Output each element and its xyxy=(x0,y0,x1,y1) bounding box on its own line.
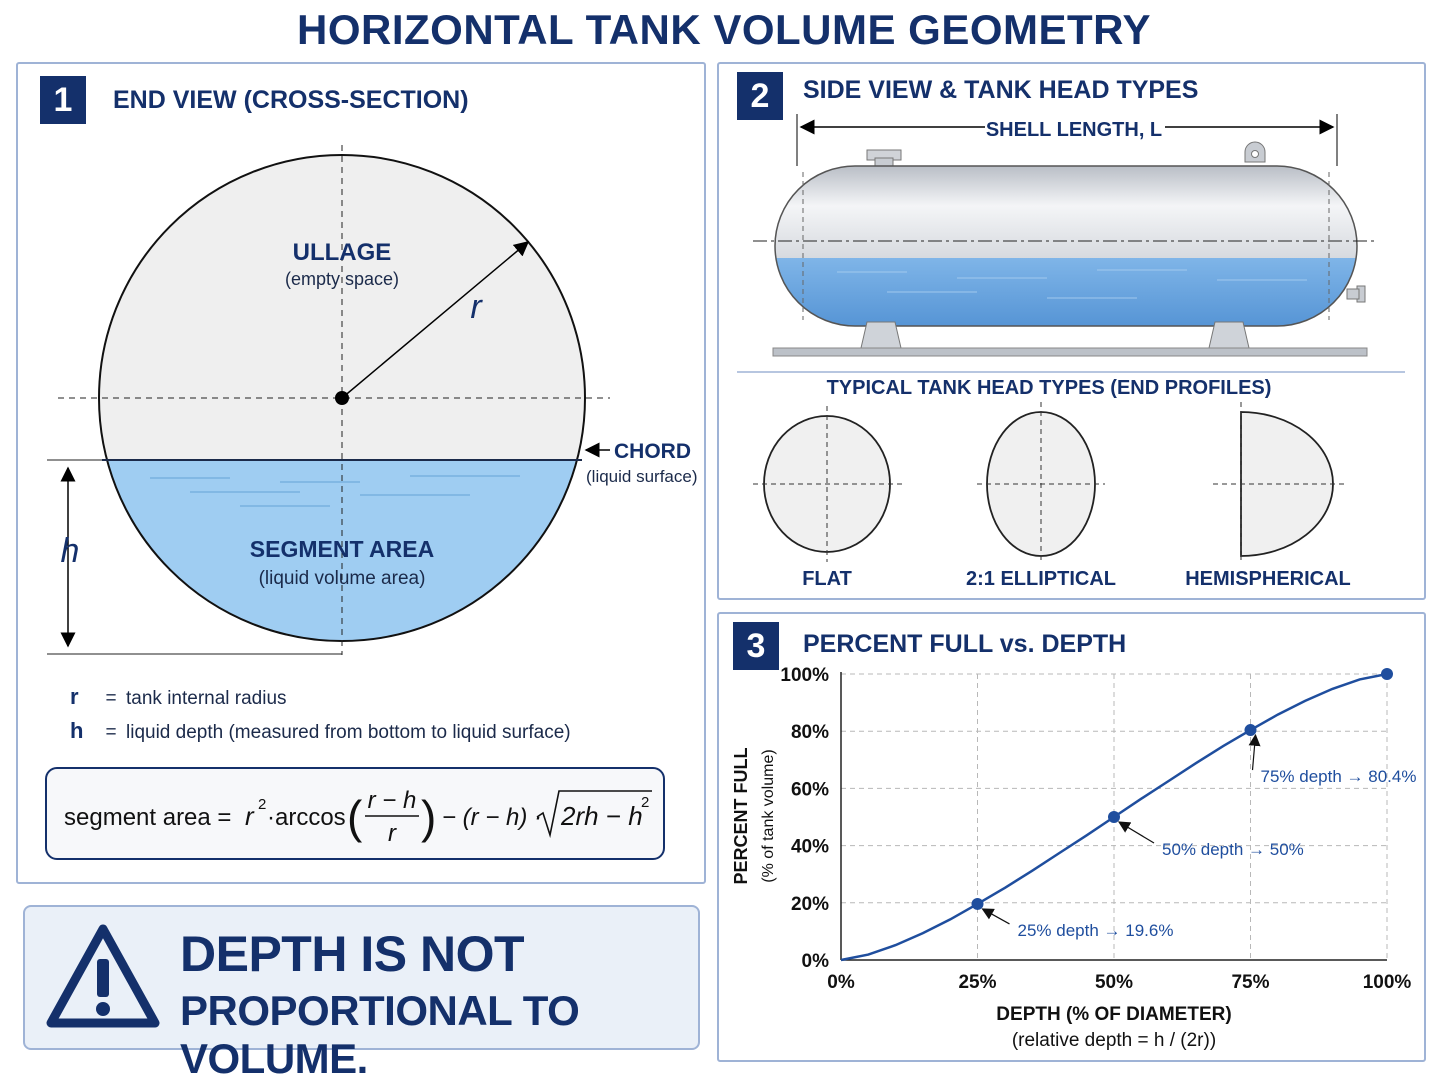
panel-title: PERCENT FULL vs. DEPTH xyxy=(803,630,1127,658)
legend-depth: h = liquid depth (measured from bottom to … xyxy=(70,718,571,744)
head-label-hemispherical: HEMISPHERICAL xyxy=(1185,568,1351,590)
segment-label: SEGMENT AREA xyxy=(250,536,434,562)
formula-numerator: r − h xyxy=(368,787,417,814)
ullage-label: ULLAGE xyxy=(293,239,392,266)
legend-text: tank internal radius xyxy=(126,688,287,709)
formula-denominator: r xyxy=(388,820,397,847)
legend-symbol: h xyxy=(70,718,84,743)
y-axis-sublabel: (% of tank volume) xyxy=(760,749,777,882)
data-point xyxy=(971,897,984,910)
data-point xyxy=(1244,724,1257,737)
warning-icon xyxy=(46,924,160,1028)
formula-sqrt-sup: 2 xyxy=(641,794,649,811)
legend-radius: r = tank internal radius xyxy=(70,684,287,710)
head-types-title: TYPICAL TANK HEAD TYPES (END PROFILES) xyxy=(827,377,1272,399)
warning-banner: DEPTH IS NOT PROPORTIONAL TO VOLUME. xyxy=(23,905,700,1082)
head-label-flat: FLAT xyxy=(802,568,852,590)
legend-equals: = xyxy=(105,688,117,709)
x-axis-label: DEPTH (% OF DIAMETER) xyxy=(996,1004,1231,1025)
panel-title: SIDE VIEW & TANK HEAD TYPES xyxy=(803,76,1199,104)
sqrt-sign xyxy=(536,790,652,839)
panel-number: 2 xyxy=(737,72,783,120)
annotation-arrow xyxy=(1248,733,1261,771)
warning-line-1: DEPTH IS NOT xyxy=(180,926,525,982)
formula-r: r xyxy=(245,801,255,831)
y-tick-label: 20% xyxy=(791,894,829,915)
legend-equals: = xyxy=(105,722,117,743)
percent-full-chart: 0% 25% 50% 75% 100% 0% 20% 40% 60% 80% 100% 25% de… xyxy=(731,665,1417,1051)
segment-sublabel: (liquid volume area) xyxy=(259,568,426,589)
panel-percent-full: 3 PERCENT FULL vs. DEPTH xyxy=(717,612,1426,1062)
x-tick-label: 0% xyxy=(827,972,855,993)
x-axis-sublabel: (relative depth = h / (2r)) xyxy=(1012,1030,1216,1051)
data-label: 50% depth → 50% xyxy=(1162,840,1304,859)
formula-arccos: ·arccos xyxy=(267,804,346,831)
panel-number: 1 xyxy=(40,76,86,124)
panel-number: 3 xyxy=(733,622,779,670)
formula-sqrt-content: 2rh − h xyxy=(560,801,643,831)
x-tick-label: 100% xyxy=(1363,972,1412,993)
ullage-sublabel: (empty space) xyxy=(285,269,399,289)
head-label-elliptical: 2:1 ELLIPTICAL xyxy=(966,568,1116,590)
formula-paren-open: ( xyxy=(347,791,363,843)
panel-title: END VIEW (CROSS-SECTION) xyxy=(113,86,469,114)
data-label: 75% depth → 80.4% xyxy=(1261,767,1417,786)
data-label: 25% depth → 19.6% xyxy=(1018,921,1174,940)
annotation-arrow xyxy=(1117,821,1155,844)
legend-text: liquid depth (measured from bottom to li… xyxy=(126,722,571,743)
annotation-arrow xyxy=(981,908,1010,925)
data-point xyxy=(1108,811,1120,823)
x-tick-label: 25% xyxy=(958,972,996,993)
tank-liquid xyxy=(775,258,1357,326)
y-tick-label: 0% xyxy=(802,951,830,972)
end-view-diagram: ULLAGE (empty space) r h CHORD (liquid s… xyxy=(47,145,698,655)
y-tick-label: 80% xyxy=(791,722,829,743)
formula-minus-part: − (r − h) · xyxy=(442,804,542,831)
depth-symbol: h xyxy=(61,532,80,570)
y-tick-label: 40% xyxy=(791,837,829,858)
chord-sublabel: (liquid surface) xyxy=(586,467,698,486)
formula-paren-close: ) xyxy=(421,791,436,843)
page-title: HORIZONTAL TANK VOLUME GEOMETRY xyxy=(297,6,1151,53)
x-tick-label: 50% xyxy=(1095,972,1133,993)
x-tick-label: 75% xyxy=(1231,972,1269,993)
radius-symbol: r xyxy=(470,288,483,326)
y-tick-label: 100% xyxy=(780,665,829,686)
legend-symbol: r xyxy=(70,684,79,709)
formula-sup: 2 xyxy=(258,796,266,813)
warning-line-2: PROPORTIONAL TO VOLUME. xyxy=(180,987,580,1082)
formula-lhs: segment area = xyxy=(64,804,231,831)
center-point xyxy=(335,391,349,405)
formula-box: segment area = r 2 ·arccos ( r − h r ) −… xyxy=(45,767,665,860)
shell-length-label: SHELL LENGTH, L xyxy=(986,119,1162,141)
y-tick-label: 60% xyxy=(791,779,829,800)
y-axis-label: PERCENT FULL xyxy=(731,748,751,885)
chord-label: CHORD xyxy=(614,440,691,463)
side-view-diagram: SHELL LENGTH, L TYPICAL TANK HEAD TYPES … xyxy=(737,114,1405,590)
data-point xyxy=(1381,668,1393,680)
